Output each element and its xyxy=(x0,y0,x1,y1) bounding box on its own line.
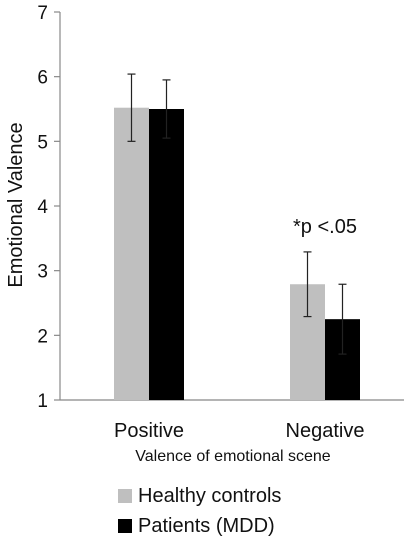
legend-item-healthy-controls: Healthy controls xyxy=(118,482,281,510)
bars xyxy=(114,73,360,400)
y-tick-label: 4 xyxy=(37,197,48,218)
category-label-negative: Negative xyxy=(286,420,365,442)
y-tick-label: 5 xyxy=(37,132,48,153)
bar-healthy-controls-positive xyxy=(114,107,149,400)
y-tick-label: 1 xyxy=(37,391,48,412)
category-label-positive: Positive xyxy=(114,420,184,442)
y-axis-ticks: 1 2 3 4 5 6 7 xyxy=(37,3,60,412)
y-tick-label: 6 xyxy=(37,68,48,89)
legend: Healthy controls Patients (MDD) xyxy=(118,482,281,542)
legend-label-patients: Patients (MDD) xyxy=(138,514,275,537)
legend-item-patients: Patients (MDD) xyxy=(118,512,281,540)
significance-annotation: *p <.05 xyxy=(293,216,357,238)
y-tick-label: 3 xyxy=(37,262,48,283)
bar-patients-positive xyxy=(149,109,184,400)
y-tick-label: 2 xyxy=(37,326,48,347)
legend-swatch-patients xyxy=(118,519,132,533)
y-axis-title: Emotional Valence xyxy=(5,122,27,287)
x-axis-title: Valence of emotional scene xyxy=(135,448,330,465)
y-tick-label: 7 xyxy=(37,3,48,24)
legend-swatch-healthy-controls xyxy=(118,489,132,503)
category-labels: Positive Negative xyxy=(114,420,364,442)
legend-label-healthy-controls: Healthy controls xyxy=(138,484,282,507)
